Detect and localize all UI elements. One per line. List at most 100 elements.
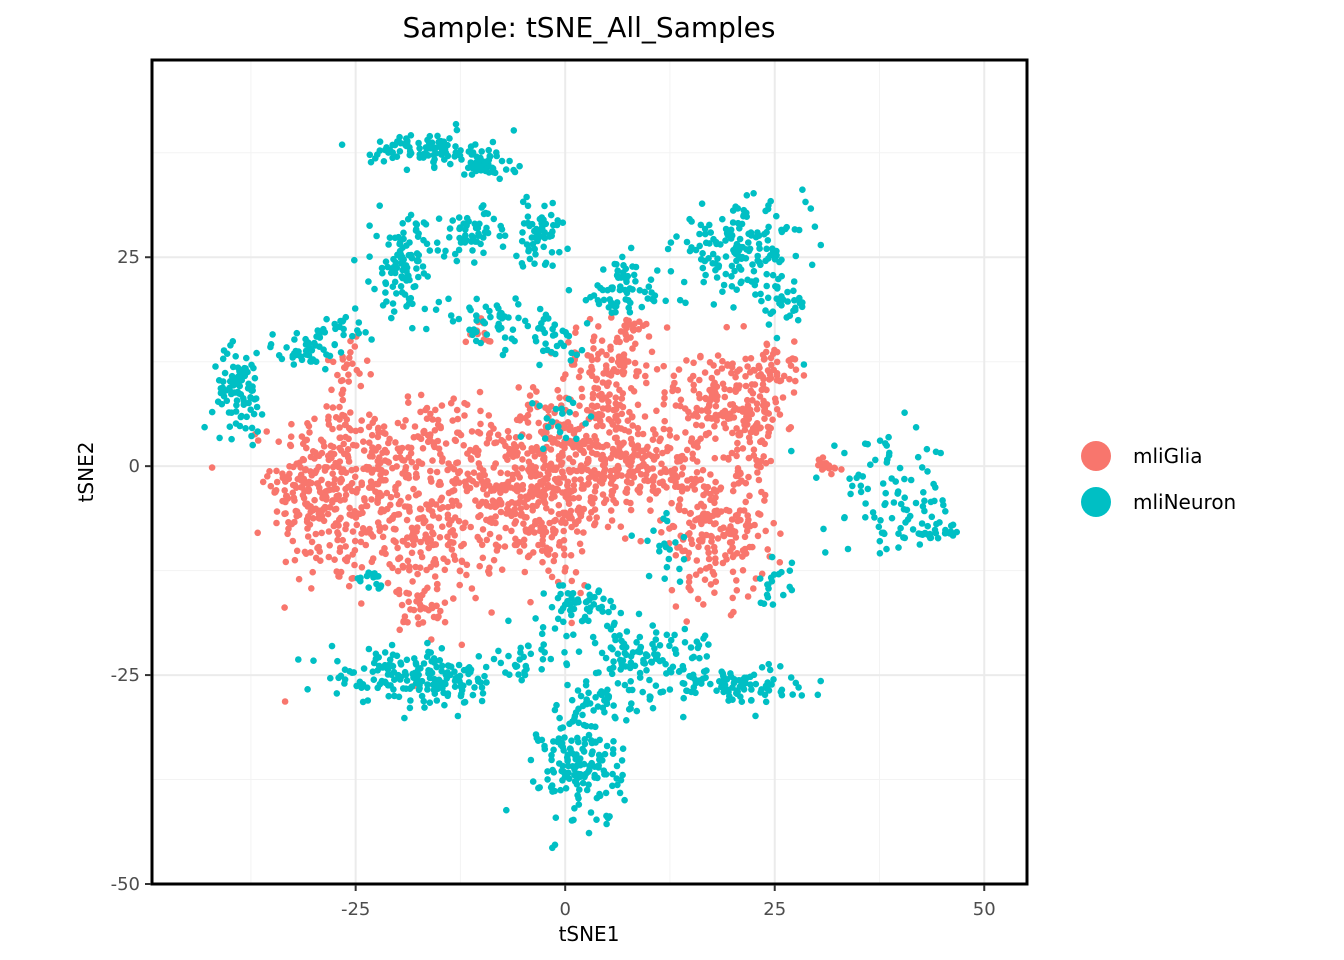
point-mliGlia	[630, 388, 638, 395]
point-mliNeuron	[619, 745, 627, 752]
point-mliGlia	[734, 439, 741, 447]
point-mliGlia	[617, 523, 625, 530]
point-mliGlia	[400, 564, 407, 571]
point-mliGlia	[661, 417, 668, 425]
point-mliGlia	[392, 483, 399, 491]
point-mliNeuron	[541, 649, 548, 656]
point-mliNeuron	[617, 609, 625, 617]
point-mliGlia	[467, 523, 475, 531]
point-mliGlia	[584, 352, 591, 359]
point-mliNeuron	[783, 223, 790, 231]
point-mliGlia	[411, 534, 419, 541]
point-mliNeuron	[579, 745, 586, 753]
point-mliNeuron	[566, 607, 574, 614]
point-mliGlia	[567, 507, 575, 515]
point-mliGlia	[417, 408, 424, 416]
point-mliGlia	[346, 504, 353, 512]
point-mliGlia	[524, 411, 532, 419]
point-mliGlia	[328, 454, 335, 462]
point-mliNeuron	[538, 630, 546, 638]
point-mliGlia	[291, 556, 299, 564]
point-mliGlia	[349, 551, 357, 558]
point-mliGlia	[746, 522, 754, 530]
point-mliGlia	[342, 543, 350, 550]
point-mliGlia	[541, 491, 549, 499]
point-mliNeuron	[798, 692, 806, 699]
point-mliNeuron	[536, 361, 543, 369]
point-mliNeuron	[702, 239, 710, 247]
point-mliNeuron	[571, 805, 578, 812]
point-mliGlia	[358, 600, 365, 607]
point-mliNeuron	[253, 349, 260, 357]
point-mliGlia	[435, 445, 443, 453]
point-mliNeuron	[396, 148, 404, 155]
point-mliGlia	[739, 408, 746, 415]
point-mliNeuron	[549, 262, 556, 270]
point-mliGlia	[544, 469, 552, 476]
point-mliNeuron	[431, 675, 438, 683]
point-mliGlia	[450, 552, 458, 559]
point-mliNeuron	[426, 247, 434, 254]
point-mliGlia	[628, 458, 635, 465]
point-mliGlia	[717, 525, 724, 533]
point-mliNeuron	[575, 719, 582, 727]
point-mliGlia	[254, 529, 261, 537]
point-mliNeuron	[557, 339, 565, 347]
point-mliGlia	[366, 439, 373, 447]
point-mliNeuron	[930, 480, 937, 488]
point-mliNeuron	[713, 240, 720, 248]
point-mliNeuron	[430, 158, 437, 166]
point-mliNeuron	[497, 222, 505, 230]
point-mliNeuron	[864, 485, 872, 493]
point-mliNeuron	[370, 574, 377, 581]
point-mliGlia	[624, 472, 632, 480]
point-mliGlia	[551, 436, 558, 444]
point-mliNeuron	[750, 671, 758, 679]
point-mliNeuron	[617, 776, 625, 784]
point-mliGlia	[532, 488, 540, 496]
point-mliNeuron	[788, 447, 795, 455]
point-mliGlia	[728, 516, 736, 523]
point-mliGlia	[332, 414, 340, 421]
point-mliNeuron	[728, 262, 736, 270]
point-mliNeuron	[484, 229, 492, 237]
point-mliGlia	[340, 440, 348, 448]
point-mliGlia	[638, 462, 645, 470]
point-mliNeuron	[618, 637, 625, 645]
point-mliGlia	[302, 550, 310, 557]
point-mliNeuron	[792, 679, 800, 687]
point-mliNeuron	[316, 328, 323, 336]
point-mliGlia	[259, 478, 267, 486]
point-mliNeuron	[609, 782, 616, 790]
point-mliNeuron	[390, 308, 398, 315]
point-mliGlia	[611, 466, 619, 474]
point-mliNeuron	[331, 341, 339, 349]
point-mliNeuron	[574, 687, 582, 694]
point-mliGlia	[407, 450, 415, 457]
point-mliNeuron	[376, 680, 384, 688]
point-mliNeuron	[683, 238, 691, 246]
point-mliNeuron	[649, 704, 657, 712]
point-mliGlia	[408, 458, 416, 466]
point-mliNeuron	[587, 293, 594, 301]
point-mliGlia	[498, 436, 505, 444]
point-mliNeuron	[540, 243, 547, 251]
point-mliNeuron	[451, 683, 459, 690]
point-mliGlia	[436, 534, 444, 541]
point-mliGlia	[410, 541, 417, 548]
point-mliNeuron	[493, 302, 501, 309]
point-mliNeuron	[420, 697, 428, 705]
point-mliGlia	[475, 513, 482, 521]
point-mliGlia	[461, 412, 468, 419]
point-mliGlia	[531, 446, 538, 454]
point-mliGlia	[329, 470, 337, 478]
point-mliNeuron	[737, 244, 745, 251]
point-mliNeuron	[430, 151, 438, 159]
point-mliNeuron	[292, 347, 300, 355]
point-mliNeuron	[771, 255, 779, 263]
point-mliGlia	[480, 481, 487, 488]
point-mliNeuron	[441, 146, 449, 153]
point-mliGlia	[339, 386, 347, 394]
point-mliNeuron	[744, 276, 751, 284]
point-mliGlia	[663, 324, 671, 331]
